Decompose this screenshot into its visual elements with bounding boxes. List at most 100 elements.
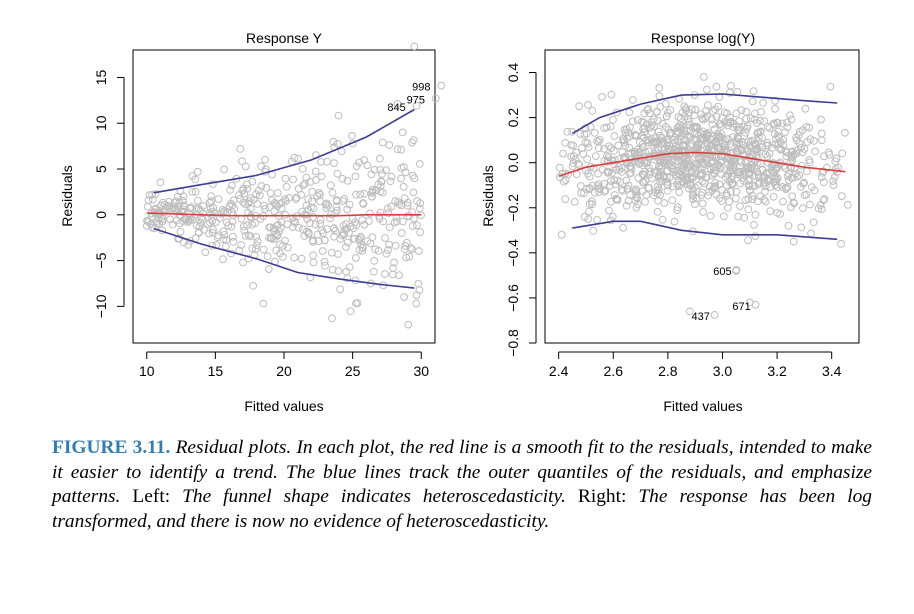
scatter-point bbox=[203, 220, 212, 228]
scatter-point bbox=[716, 120, 725, 128]
scatter-point bbox=[575, 102, 584, 111]
scatter-point bbox=[784, 221, 793, 230]
scatter-point bbox=[328, 188, 337, 197]
scatter-point bbox=[729, 123, 738, 131]
scatter-point bbox=[579, 150, 588, 158]
y-tick-label: 0 bbox=[93, 211, 109, 219]
scatter-point bbox=[769, 192, 778, 201]
scatter-point bbox=[600, 144, 609, 153]
scatter-point bbox=[343, 205, 352, 214]
scatter-point bbox=[788, 192, 797, 201]
scatter-point bbox=[773, 174, 782, 183]
scatter-point bbox=[328, 265, 337, 274]
right-x-axis: 2.4 2.6 2.8 3.0 3.2 3.4 bbox=[549, 351, 842, 379]
scatter-point bbox=[184, 241, 193, 249]
scatter-point bbox=[689, 190, 698, 199]
scatter-point bbox=[333, 206, 341, 215]
labeled-point bbox=[710, 311, 719, 319]
scatter-point bbox=[185, 209, 194, 218]
scatter-point bbox=[647, 118, 656, 126]
scatter-point bbox=[207, 192, 216, 201]
scatter-point bbox=[792, 136, 801, 145]
scatter-point bbox=[831, 165, 840, 174]
scatter-point bbox=[728, 172, 736, 180]
scatter-point bbox=[702, 131, 711, 139]
scatter-point bbox=[638, 178, 647, 187]
scatter-point bbox=[632, 188, 641, 196]
lower-quantile-line bbox=[153, 227, 415, 289]
scatter-point bbox=[820, 152, 828, 161]
scatter-point bbox=[329, 137, 338, 146]
scatter-point bbox=[643, 106, 652, 114]
scatter-point bbox=[674, 113, 683, 121]
scatter-point bbox=[332, 197, 341, 206]
scatter-point bbox=[241, 232, 250, 240]
scatter-point bbox=[820, 195, 829, 204]
right-panel-response-logy: Response log(Y) 605 671 437 2.4 2.6 2.8 3.0 3.… bbox=[480, 30, 860, 414]
scatter-point bbox=[700, 73, 708, 81]
scatter-point bbox=[378, 170, 386, 178]
scatter-point bbox=[713, 141, 722, 150]
scatter-point bbox=[605, 206, 613, 215]
scatter-point bbox=[594, 184, 603, 193]
scatter-point bbox=[784, 170, 793, 179]
scatter-point bbox=[823, 163, 831, 172]
scatter-point bbox=[600, 187, 609, 196]
scatter-point bbox=[715, 132, 724, 141]
scatter-point bbox=[798, 148, 807, 157]
scatter-point bbox=[263, 252, 272, 261]
y-tick-label: 10 bbox=[93, 115, 109, 131]
scatter-point bbox=[671, 170, 680, 179]
point-label: 975 bbox=[407, 94, 425, 106]
scatter-point bbox=[334, 267, 343, 275]
scatter-point bbox=[739, 151, 747, 160]
scatter-point bbox=[663, 180, 671, 189]
scatter-point bbox=[320, 257, 329, 266]
scatter-point bbox=[399, 217, 407, 226]
scatter-point bbox=[658, 215, 667, 224]
scatter-point bbox=[294, 154, 303, 163]
scatter-point bbox=[244, 254, 253, 263]
scatter-point bbox=[746, 137, 755, 146]
scatter-point bbox=[809, 218, 818, 227]
scatter-point bbox=[698, 114, 706, 123]
scatter-point bbox=[631, 196, 640, 205]
scatter-point bbox=[239, 198, 248, 207]
scatter-point bbox=[728, 179, 736, 188]
scatter-point bbox=[251, 219, 259, 228]
scatter-point bbox=[205, 209, 214, 218]
scatter-point bbox=[662, 112, 671, 121]
scatter-point bbox=[239, 258, 247, 267]
scatter-point bbox=[281, 174, 290, 183]
scatter-point bbox=[404, 320, 413, 329]
scatter-point bbox=[744, 236, 752, 245]
scatter-point bbox=[561, 195, 570, 204]
scatter-point bbox=[837, 239, 845, 248]
scatter-point bbox=[826, 82, 835, 91]
scatter-point bbox=[241, 162, 250, 171]
scatter-point bbox=[641, 147, 649, 156]
scatter-point bbox=[585, 207, 593, 216]
y-tick-label: −5 bbox=[93, 252, 109, 268]
scatter-point bbox=[383, 204, 392, 213]
scatter-point bbox=[594, 144, 603, 153]
scatter-point bbox=[762, 169, 771, 177]
scatter-point bbox=[606, 122, 615, 131]
scatter-point bbox=[633, 145, 642, 154]
scatter-point bbox=[193, 167, 202, 176]
scatter-point bbox=[655, 162, 663, 171]
y-tick-label: −0.6 bbox=[505, 284, 521, 312]
scatter-point bbox=[408, 138, 417, 147]
scatter-point bbox=[698, 170, 707, 179]
scatter-point bbox=[408, 222, 417, 230]
scatter-point bbox=[611, 180, 620, 189]
scatter-point bbox=[773, 183, 782, 192]
scatter-point bbox=[609, 116, 617, 124]
x-tick-label: 3.2 bbox=[767, 363, 787, 379]
caption-text-3: The response has been log transformed, a… bbox=[52, 486, 872, 532]
x-tick-label: 2.8 bbox=[658, 363, 678, 379]
scatter-point bbox=[393, 145, 402, 154]
scatter-point bbox=[756, 127, 765, 136]
